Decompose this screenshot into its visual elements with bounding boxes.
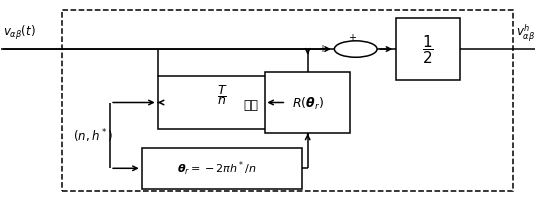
Bar — [158, 76, 286, 130]
Text: $(n, h^*)$: $(n, h^*)$ — [73, 127, 112, 144]
Text: $v_{\alpha\beta}(t)$: $v_{\alpha\beta}(t)$ — [3, 24, 36, 42]
Text: $\dfrac{1}{2}$: $\dfrac{1}{2}$ — [422, 34, 434, 66]
Text: $\boldsymbol{\theta}_r = -2\pi h^* / n$: $\boldsymbol{\theta}_r = -2\pi h^* / n$ — [177, 159, 256, 178]
Text: $v_{\alpha\beta}^{h}$: $v_{\alpha\beta}^{h}$ — [516, 22, 535, 44]
Bar — [396, 19, 460, 81]
Text: $\dfrac{T}{n}$: $\dfrac{T}{n}$ — [217, 83, 227, 107]
Text: $R(\boldsymbol{\theta}_r)$: $R(\boldsymbol{\theta}_r)$ — [292, 95, 323, 111]
Text: +: + — [318, 44, 326, 54]
Text: 延迟: 延迟 — [244, 99, 259, 111]
Text: +: + — [348, 33, 356, 43]
Bar — [142, 148, 302, 189]
Bar — [265, 72, 350, 134]
Bar — [62, 11, 513, 191]
